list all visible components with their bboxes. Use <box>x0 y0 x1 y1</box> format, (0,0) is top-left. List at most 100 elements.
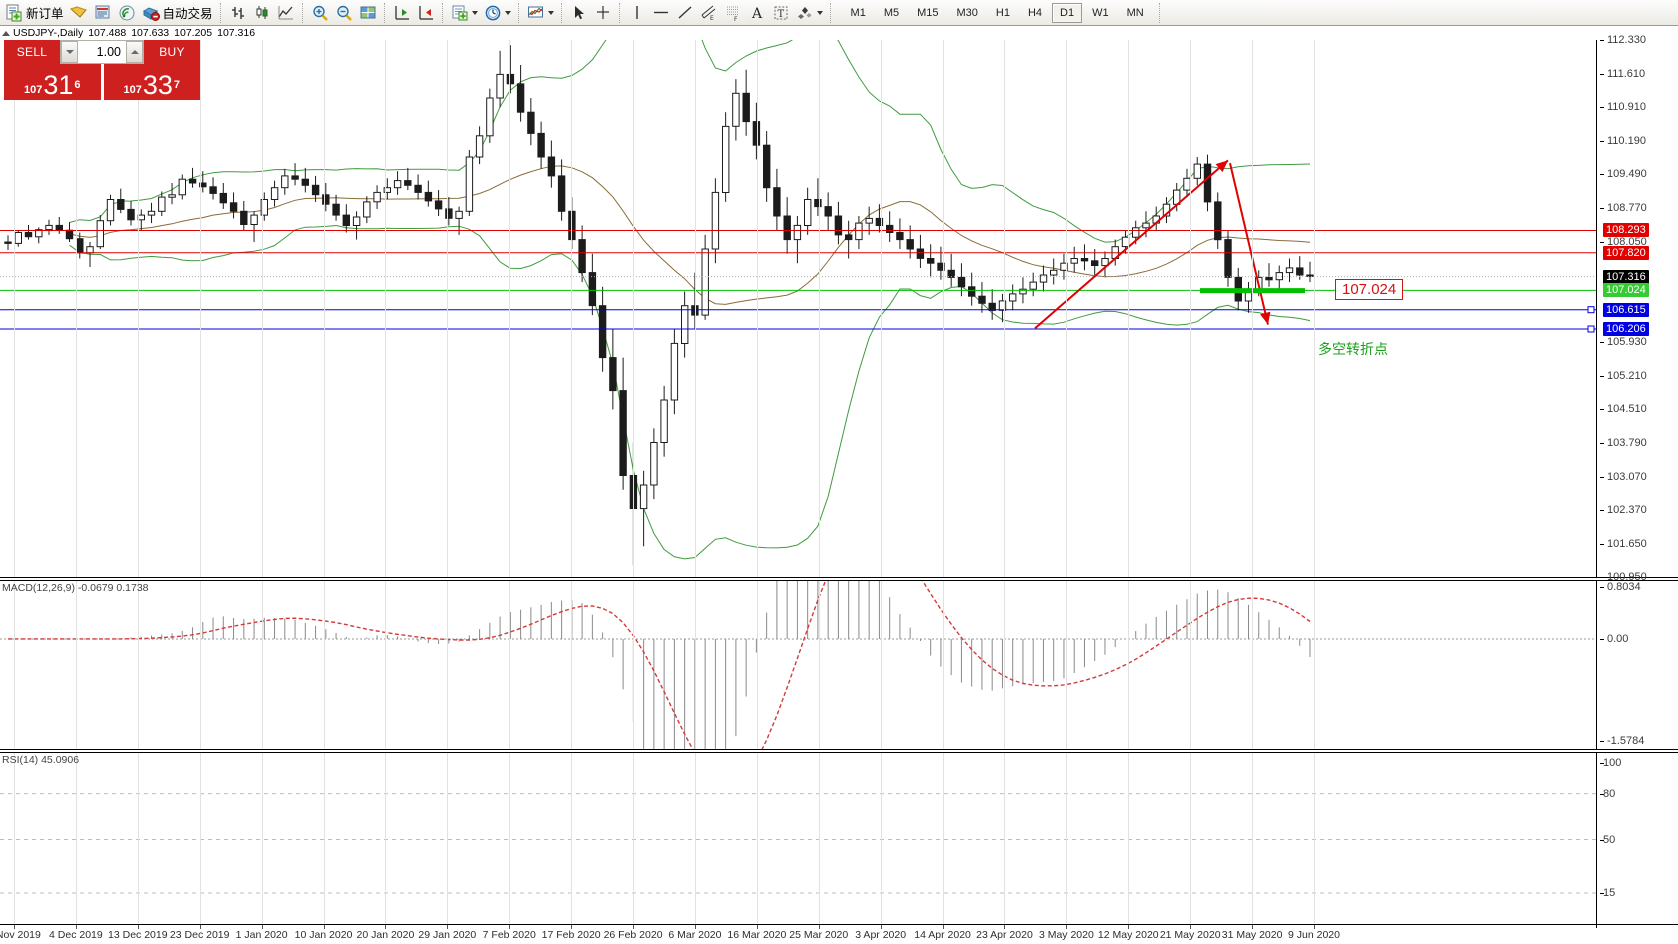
grid-separator <box>1252 40 1254 577</box>
zoom-out-icon <box>335 4 353 22</box>
macd-scale-axis[interactable]: 0.8034 0.00 -1.5784 <box>1596 581 1678 749</box>
price-plot-area[interactable]: 107.024 多空转折点 <box>0 40 1596 577</box>
volume-value[interactable]: 1.00 <box>96 45 121 59</box>
new-order-button[interactable]: 新订单 <box>2 1 67 25</box>
trendline-tool-button[interactable] <box>673 1 697 25</box>
shapes-tool-button[interactable] <box>793 1 826 25</box>
line-chart-button[interactable] <box>274 1 298 25</box>
autoscroll-button[interactable] <box>414 1 438 25</box>
grid-separator <box>199 753 201 928</box>
bar-chart-button[interactable] <box>226 1 250 25</box>
sell-button[interactable]: SELL <box>4 40 60 64</box>
indicators-button[interactable] <box>524 1 557 25</box>
grid-separator <box>75 581 77 749</box>
grid-separator <box>880 40 882 577</box>
grid-separator <box>1004 753 1006 928</box>
sell-price-box[interactable]: 107 31 6 <box>4 64 101 100</box>
price-tick <box>1600 207 1604 209</box>
auto-trading-button[interactable]: 自动交易 <box>139 1 216 25</box>
timeframe-m5[interactable]: M5 <box>883 6 900 19</box>
price-tick-label: 109.490 <box>1607 168 1647 180</box>
rsi-scale-axis[interactable]: 100 80 50 15 <box>1596 753 1678 928</box>
timeframe-h1[interactable]: H1 <box>995 6 1010 19</box>
price-level-label-107-820[interactable]: 107.820 <box>1603 245 1649 260</box>
macd-tick <box>1600 587 1604 588</box>
price-tick-label: 108.050 <box>1607 235 1647 248</box>
grid-separator <box>261 40 263 577</box>
date-tick <box>818 925 820 929</box>
grid-separator <box>694 753 696 928</box>
price-tick <box>1600 543 1604 545</box>
timeframe-d1[interactable]: D1 <box>1052 2 1083 23</box>
macd-pane[interactable]: MACD(12,26,9) -0.0679 0.1738 0.8034 0.00 -… <box>0 581 1678 749</box>
price-scale-axis[interactable]: 112.330 111.610 110.910 110.190 109.490 108.7… <box>1596 34 1678 583</box>
vertical-line-tool-button[interactable] <box>625 1 649 25</box>
rsi-pane[interactable]: RSI(14) 45.0906 100 80 50 15 <box>0 753 1678 928</box>
signal-button[interactable] <box>115 1 139 25</box>
folder-button[interactable] <box>67 1 91 25</box>
volume-stepper[interactable]: 1.00 <box>60 40 144 64</box>
date-tick-label: 23 Apr 2020 <box>976 929 1033 941</box>
text-label-tool-button[interactable]: T <box>769 1 793 25</box>
rsi-tick <box>1600 839 1604 841</box>
equidistant-channel-tool-button[interactable]: E <box>697 1 721 25</box>
chart-shift-button[interactable] <box>390 1 414 25</box>
price-level-label-107-316[interactable]: 107.316 <box>1603 269 1649 284</box>
buy-button[interactable]: BUY <box>144 40 200 64</box>
chevron-down-icon-4[interactable] <box>816 10 823 15</box>
svg-text:A: A <box>751 6 763 22</box>
timeframe-m15[interactable]: M15 <box>917 6 939 19</box>
macd-plot-area[interactable] <box>0 581 1596 749</box>
chevron-down-icon[interactable] <box>471 10 478 15</box>
date-tick-label: 29 Jan 2020 <box>418 929 477 941</box>
grid-separator <box>756 40 758 577</box>
grid-separator <box>1190 753 1192 928</box>
quote-low: 107.205 <box>174 27 213 39</box>
main-toolbar: 新订单 自动交易 <box>0 0 1678 26</box>
volume-decrease-button[interactable] <box>61 41 78 63</box>
timeframe-mn[interactable]: MN <box>1126 6 1144 19</box>
fibonacci-tool-button[interactable]: F <box>721 1 745 25</box>
date-tick-label: 13 Dec 2019 <box>108 929 168 941</box>
grid-button[interactable] <box>356 1 380 25</box>
price-level-label-106-615[interactable]: 106.615 <box>1603 302 1649 317</box>
price-level-label-108-293[interactable]: 108.293 <box>1603 223 1649 238</box>
price-tick-label: 102.370 <box>1607 503 1647 516</box>
timeframe-w1[interactable]: W1 <box>1092 6 1109 19</box>
buy-price-box[interactable]: 107 33 7 <box>103 64 200 100</box>
period-clock-icon <box>484 4 502 22</box>
date-tick-label: 3 Apr 2020 <box>855 929 907 941</box>
price-tick <box>1600 107 1604 108</box>
grid-separator <box>509 40 511 577</box>
zoom-in-button[interactable] <box>308 1 332 25</box>
volume-increase-button[interactable] <box>126 41 143 63</box>
date-tick <box>509 925 511 929</box>
grid-separator <box>323 753 325 928</box>
rsi-plot-area[interactable] <box>0 753 1596 928</box>
timeframe-h4[interactable]: H4 <box>1027 6 1043 19</box>
price-level-label-106-206[interactable]: 106.206 <box>1603 321 1649 336</box>
rsi-tick <box>1600 793 1604 795</box>
timeframe-m30[interactable]: M30 <box>956 6 978 19</box>
terminal-button[interactable] <box>91 1 115 25</box>
price-level-label-107-024[interactable]: 107.024 <box>1603 283 1649 298</box>
price-chart-pane[interactable]: 107.024 多空转折点 112.330 111.610 110.910 110.1… <box>0 34 1678 583</box>
horizontal-line-tool-button[interactable] <box>649 1 673 25</box>
cursor-tool-button[interactable] <box>567 1 591 25</box>
chevron-down-icon-2[interactable] <box>504 10 511 15</box>
chevron-down-icon-3[interactable] <box>547 10 554 15</box>
date-tick <box>633 925 635 929</box>
macd-tick <box>1600 741 1604 742</box>
timeframe-m1[interactable]: M1 <box>850 6 866 19</box>
zoom-out-button[interactable] <box>332 1 356 25</box>
text-tool-button[interactable]: A <box>745 1 769 25</box>
collapse-triangle-icon[interactable] <box>2 30 10 36</box>
toolbar-divider <box>219 2 222 23</box>
template-button[interactable] <box>448 1 481 25</box>
period-button[interactable] <box>481 1 514 25</box>
crosshair-tool-button[interactable] <box>591 1 615 25</box>
grid-separator <box>261 753 263 928</box>
candlestick-chart-button[interactable] <box>250 1 274 25</box>
toolbar-divider-3 <box>383 2 386 23</box>
